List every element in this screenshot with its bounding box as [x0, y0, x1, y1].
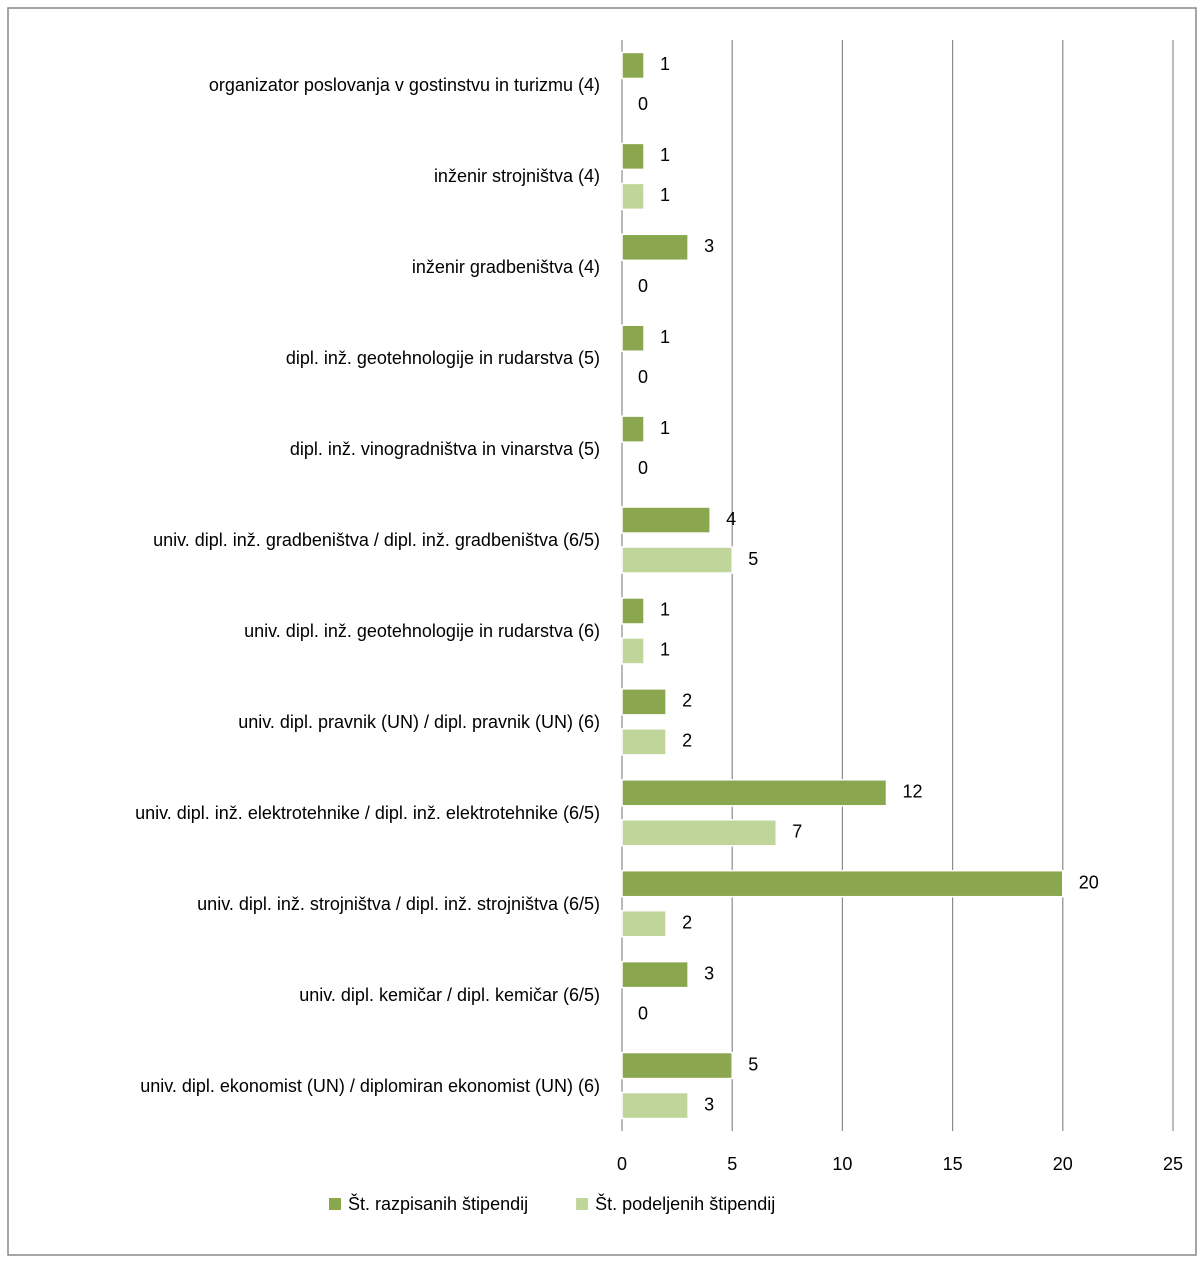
data-label: 3	[704, 236, 714, 256]
bar	[621, 51, 645, 80]
x-tick-label: 20	[1053, 1154, 1073, 1174]
bar	[621, 324, 645, 352]
legend-swatch	[576, 1198, 589, 1210]
bar	[621, 597, 645, 625]
bar	[621, 233, 689, 262]
data-label: 0	[638, 276, 648, 296]
bar	[621, 869, 1064, 898]
data-label: 1	[660, 327, 670, 347]
data-label: 12	[902, 782, 922, 802]
y-tick-label: dipl. inž. vinogradništva in vinarstva (…	[289, 439, 600, 460]
category-label: dipl. inž. vinogradništva in vinarstva (…	[10, 436, 600, 462]
category-label: univ. dipl. kemičar / dipl. kemičar (6/5…	[10, 982, 600, 1008]
category-label: univ. dipl. inž. elektrotehnike / dipl. …	[10, 800, 600, 826]
bar	[621, 506, 711, 534]
legend-swatch	[329, 1198, 341, 1210]
category-label: dipl. inž. geotehnologije in rudarstva (…	[10, 345, 600, 371]
legend-label: Št. razpisanih štipendij	[348, 1193, 528, 1214]
bar	[621, 1091, 689, 1120]
data-label: 0	[638, 458, 648, 478]
data-label: 5	[748, 1054, 758, 1074]
x-tick-label: 5	[727, 1154, 737, 1174]
bar	[621, 688, 667, 716]
category-label: organizator poslovanja v gostinstvu in t…	[10, 72, 600, 98]
category-label: univ. dipl. inž. geotehnologije in rudar…	[10, 618, 600, 644]
data-label: 7	[792, 822, 802, 842]
data-label: 0	[638, 94, 648, 114]
data-label: 1	[660, 640, 670, 660]
bar	[621, 779, 888, 807]
y-tick-label: univ. dipl. inž. elektrotehnike / dipl. …	[135, 802, 600, 823]
y-tick-label: univ. dipl. kemičar / dipl. kemičar (6/5…	[299, 984, 600, 1005]
data-label: 2	[682, 691, 692, 711]
data-label: 5	[748, 549, 758, 569]
bar	[621, 546, 733, 574]
bar	[621, 960, 689, 989]
category-label: inženir strojništva (4)	[10, 163, 600, 189]
data-label: 0	[638, 1003, 648, 1023]
data-label: 3	[704, 1094, 714, 1114]
category-label: inženir gradbeništva (4)	[10, 254, 600, 280]
x-tick-label: 25	[1163, 1154, 1183, 1174]
x-tick-label: 15	[943, 1154, 963, 1174]
y-tick-label: univ. dipl. inž. geotehnologije in rudar…	[244, 620, 600, 641]
y-tick-label: dipl. inž. geotehnologije in rudarstva (…	[285, 348, 600, 369]
category-label: univ. dipl. ekonomist (UN) / diplomiran …	[10, 1073, 600, 1099]
legend-label: Št. podeljenih štipendij	[595, 1193, 775, 1214]
y-tick-label: univ. dipl. inž. gradbeništva / dipl. in…	[153, 530, 600, 551]
category-label: univ. dipl. inž. strojništva / dipl. inž…	[10, 891, 600, 917]
data-label: 3	[704, 963, 714, 983]
category-label: univ. dipl. inž. gradbeništva / dipl. in…	[10, 527, 600, 553]
y-tick-label: organizator poslovanja v gostinstvu in t…	[208, 75, 600, 96]
y-tick-label: univ. dipl. ekonomist (UN) / diplomiran …	[140, 1075, 600, 1096]
chart-border	[7, 7, 1197, 1256]
data-label: 1	[660, 54, 670, 74]
data-label: 1	[660, 600, 670, 620]
data-label: 1	[660, 185, 670, 205]
y-tick-label: univ. dipl. pravnik (UN) / dipl. pravnik…	[238, 711, 600, 732]
bar	[621, 637, 645, 665]
bar	[621, 728, 667, 756]
data-label: 0	[638, 367, 648, 387]
category-label: univ. dipl. pravnik (UN) / dipl. pravnik…	[10, 709, 600, 735]
x-tick-label: 0	[617, 1154, 627, 1174]
y-tick-label: univ. dipl. inž. strojništva / dipl. inž…	[197, 893, 600, 914]
data-label: 4	[726, 509, 736, 529]
y-tick-label: inženir strojništva (4)	[433, 166, 600, 187]
data-label: 2	[682, 912, 692, 932]
y-tick-label: inženir gradbeništva (4)	[411, 257, 600, 278]
bar	[621, 1051, 733, 1080]
data-label: 1	[660, 418, 670, 438]
data-label: 1	[660, 145, 670, 165]
bar	[621, 182, 645, 211]
x-tick-label: 10	[832, 1154, 852, 1174]
bar	[621, 142, 645, 171]
bar	[621, 415, 645, 443]
data-label: 20	[1079, 872, 1099, 892]
bar	[621, 819, 778, 847]
bar	[621, 909, 667, 938]
data-label: 2	[682, 731, 692, 751]
